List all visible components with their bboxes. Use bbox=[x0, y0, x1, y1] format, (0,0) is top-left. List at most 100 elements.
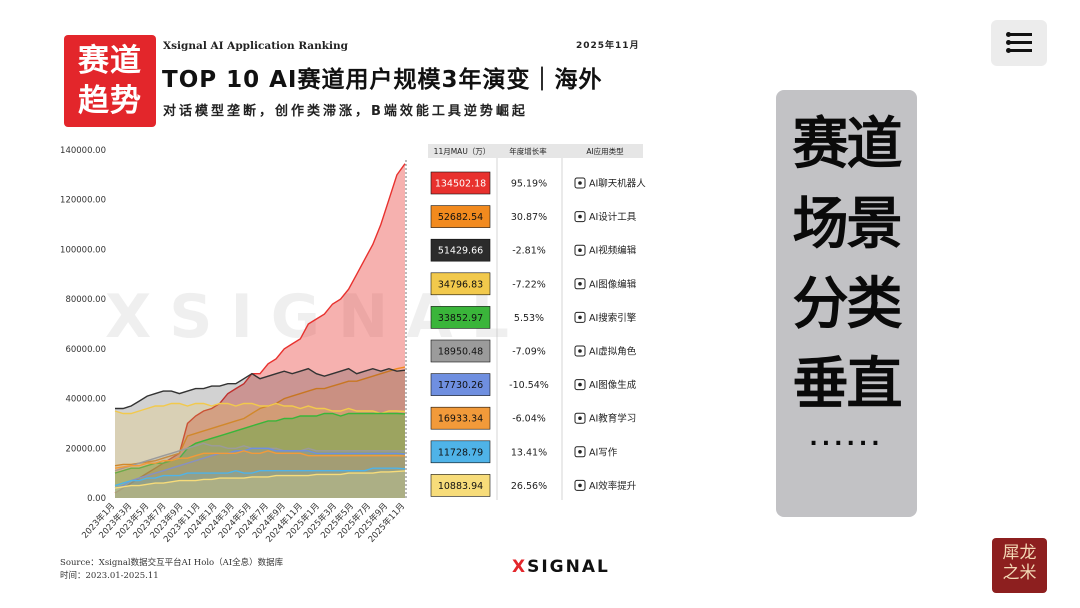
pen-icon bbox=[574, 446, 586, 458]
table-row: 11728.79 13.41% AI写作 bbox=[430, 440, 618, 464]
table-row: 34796.83 -7.22% AI图像编辑 bbox=[430, 272, 637, 296]
page-subtitle: 对话模型垄断，创作类滞涨，B端效能工具逆势崛起 bbox=[163, 104, 528, 119]
graduation-icon-shape bbox=[574, 412, 586, 424]
seal-stamp: 犀龙 之米 bbox=[992, 538, 1047, 593]
series-line-2 bbox=[114, 366, 406, 467]
y-tick-label: 80000.00 bbox=[65, 295, 106, 305]
type-label: AI视频编辑 bbox=[589, 245, 637, 257]
image-edit-icon-dot bbox=[578, 282, 582, 286]
image-edit-icon-shape bbox=[574, 278, 586, 290]
series-area-10 bbox=[115, 470, 405, 498]
search-engine-icon-shape bbox=[574, 311, 586, 323]
mau-value: 16933.34 bbox=[438, 414, 483, 425]
menu-icon-line-3 bbox=[1006, 48, 1032, 53]
series-line-7 bbox=[114, 447, 406, 489]
growth-value: 5.53% bbox=[514, 313, 544, 324]
logo-line-1: 赛道 bbox=[78, 43, 142, 79]
y-tick-label: 0.00 bbox=[87, 494, 106, 504]
mau-value: 17730.26 bbox=[438, 380, 483, 391]
growth-value: -2.81% bbox=[512, 246, 546, 257]
palette-icon-shape bbox=[574, 211, 586, 223]
mau-cell bbox=[430, 440, 491, 464]
mau-cell bbox=[430, 306, 491, 329]
page-title: TOP 10 AI赛道用户规模3年演变｜海外 bbox=[162, 67, 603, 93]
type-label: AI搜索引擎 bbox=[589, 312, 637, 324]
table-row: 18950.48 -7.09% AI虚拟角色 bbox=[430, 339, 637, 363]
table-row: 134502.18 95.19% AI聊天机器人 bbox=[430, 171, 646, 195]
growth-value: -7.22% bbox=[512, 279, 546, 290]
y-tick-label: 40000.00 bbox=[65, 395, 106, 405]
track-trend-logo: 赛道 趋势 bbox=[64, 35, 156, 127]
stamp-line-2: 之米 bbox=[1002, 563, 1037, 583]
series-line-3 bbox=[115, 367, 406, 410]
source-text: Source：Xsignal数据交互平台AI Holo（AI全息）数据库 bbox=[60, 558, 284, 568]
series-area-2 bbox=[115, 367, 405, 498]
mau-value: 18950.48 bbox=[438, 347, 483, 358]
avatar-icon bbox=[574, 345, 586, 357]
side-word-scene: 场景 bbox=[792, 191, 903, 257]
mau-cell bbox=[430, 238, 491, 262]
side-word-category: 分类 bbox=[792, 271, 903, 337]
series-area-7 bbox=[115, 448, 405, 498]
y-tick-label: 20000.00 bbox=[65, 444, 106, 454]
series-line-5 bbox=[114, 412, 406, 474]
side-dots: ...... bbox=[809, 426, 884, 451]
series-area-8 bbox=[115, 450, 405, 498]
table-row: 51429.66 -2.81% AI视频编辑 bbox=[430, 238, 637, 262]
type-label: AI聊天机器人 bbox=[589, 178, 646, 190]
growth-value: 30.87% bbox=[511, 212, 547, 223]
menu-button[interactable] bbox=[991, 20, 1047, 66]
type-label: AI图像编辑 bbox=[589, 278, 637, 290]
rocket-icon bbox=[574, 479, 586, 491]
series-area-3 bbox=[115, 368, 405, 498]
mau-cell bbox=[430, 272, 491, 296]
table-row: 52682.54 30.87% AI设计工具 bbox=[430, 205, 637, 228]
y-tick-label: 60000.00 bbox=[65, 345, 106, 355]
video-icon-shape bbox=[574, 244, 586, 256]
image-icon-shape bbox=[574, 379, 586, 391]
mau-cell bbox=[430, 406, 491, 430]
xsignal-brand-logo: XSIGNAL bbox=[512, 557, 610, 577]
mau-cell bbox=[430, 373, 491, 396]
y-tick-label: 100000.00 bbox=[60, 245, 106, 255]
y-tick-label: 120000.00 bbox=[60, 196, 106, 206]
growth-value: -10.54% bbox=[509, 380, 549, 391]
robot-icon-shape bbox=[574, 177, 586, 189]
brand-text: SIGNAL bbox=[527, 557, 610, 577]
mau-value: 52682.54 bbox=[438, 212, 483, 223]
menu-icon-line-2 bbox=[1006, 40, 1032, 45]
robot-icon bbox=[574, 177, 586, 189]
side-panel: 赛道 场景 分类 垂直 ...... bbox=[776, 90, 917, 517]
mau-value: 51429.66 bbox=[438, 246, 483, 257]
search-engine-icon bbox=[574, 311, 586, 323]
series-line-10 bbox=[114, 470, 406, 489]
avatar-icon-dot bbox=[578, 349, 582, 353]
series-area-1 bbox=[115, 163, 405, 498]
series-area-9 bbox=[115, 468, 405, 498]
y-tick-label: 140000.00 bbox=[60, 146, 106, 156]
mau-value: 34796.83 bbox=[438, 279, 483, 290]
growth-value: -7.09% bbox=[512, 347, 546, 358]
palette-icon bbox=[574, 211, 586, 223]
growth-value: 26.56% bbox=[511, 481, 547, 492]
video-icon bbox=[574, 244, 586, 256]
mau-value: 10883.94 bbox=[438, 481, 483, 492]
mau-cell bbox=[430, 339, 491, 363]
mau-cell bbox=[430, 474, 491, 497]
graduation-icon bbox=[574, 412, 586, 424]
menu-icon bbox=[1006, 32, 1032, 37]
image-edit-icon bbox=[574, 278, 586, 290]
table-header-type: AI应用类型 bbox=[586, 146, 624, 156]
brand-x: X bbox=[512, 557, 528, 577]
stamp-line-1: 犀龙 bbox=[1002, 543, 1037, 563]
area-chart: 0.00 20000.00 40000.00 60000.00 80000.00 1000… bbox=[60, 144, 646, 545]
table-header-mau: 11月MAU（万） bbox=[434, 147, 491, 156]
time-range-text: 时间：2023.01-2025.11 bbox=[60, 571, 159, 581]
pen-icon-shape bbox=[574, 446, 586, 458]
side-word-track: 赛道 bbox=[792, 111, 903, 177]
rocket-icon-dot bbox=[578, 483, 582, 488]
type-label: AI图像生成 bbox=[589, 379, 637, 391]
pen-icon-dot bbox=[578, 450, 582, 454]
type-label: AI虚拟角色 bbox=[589, 346, 637, 358]
english-subtitle: Xsignal AI Application Ranking bbox=[163, 40, 348, 52]
